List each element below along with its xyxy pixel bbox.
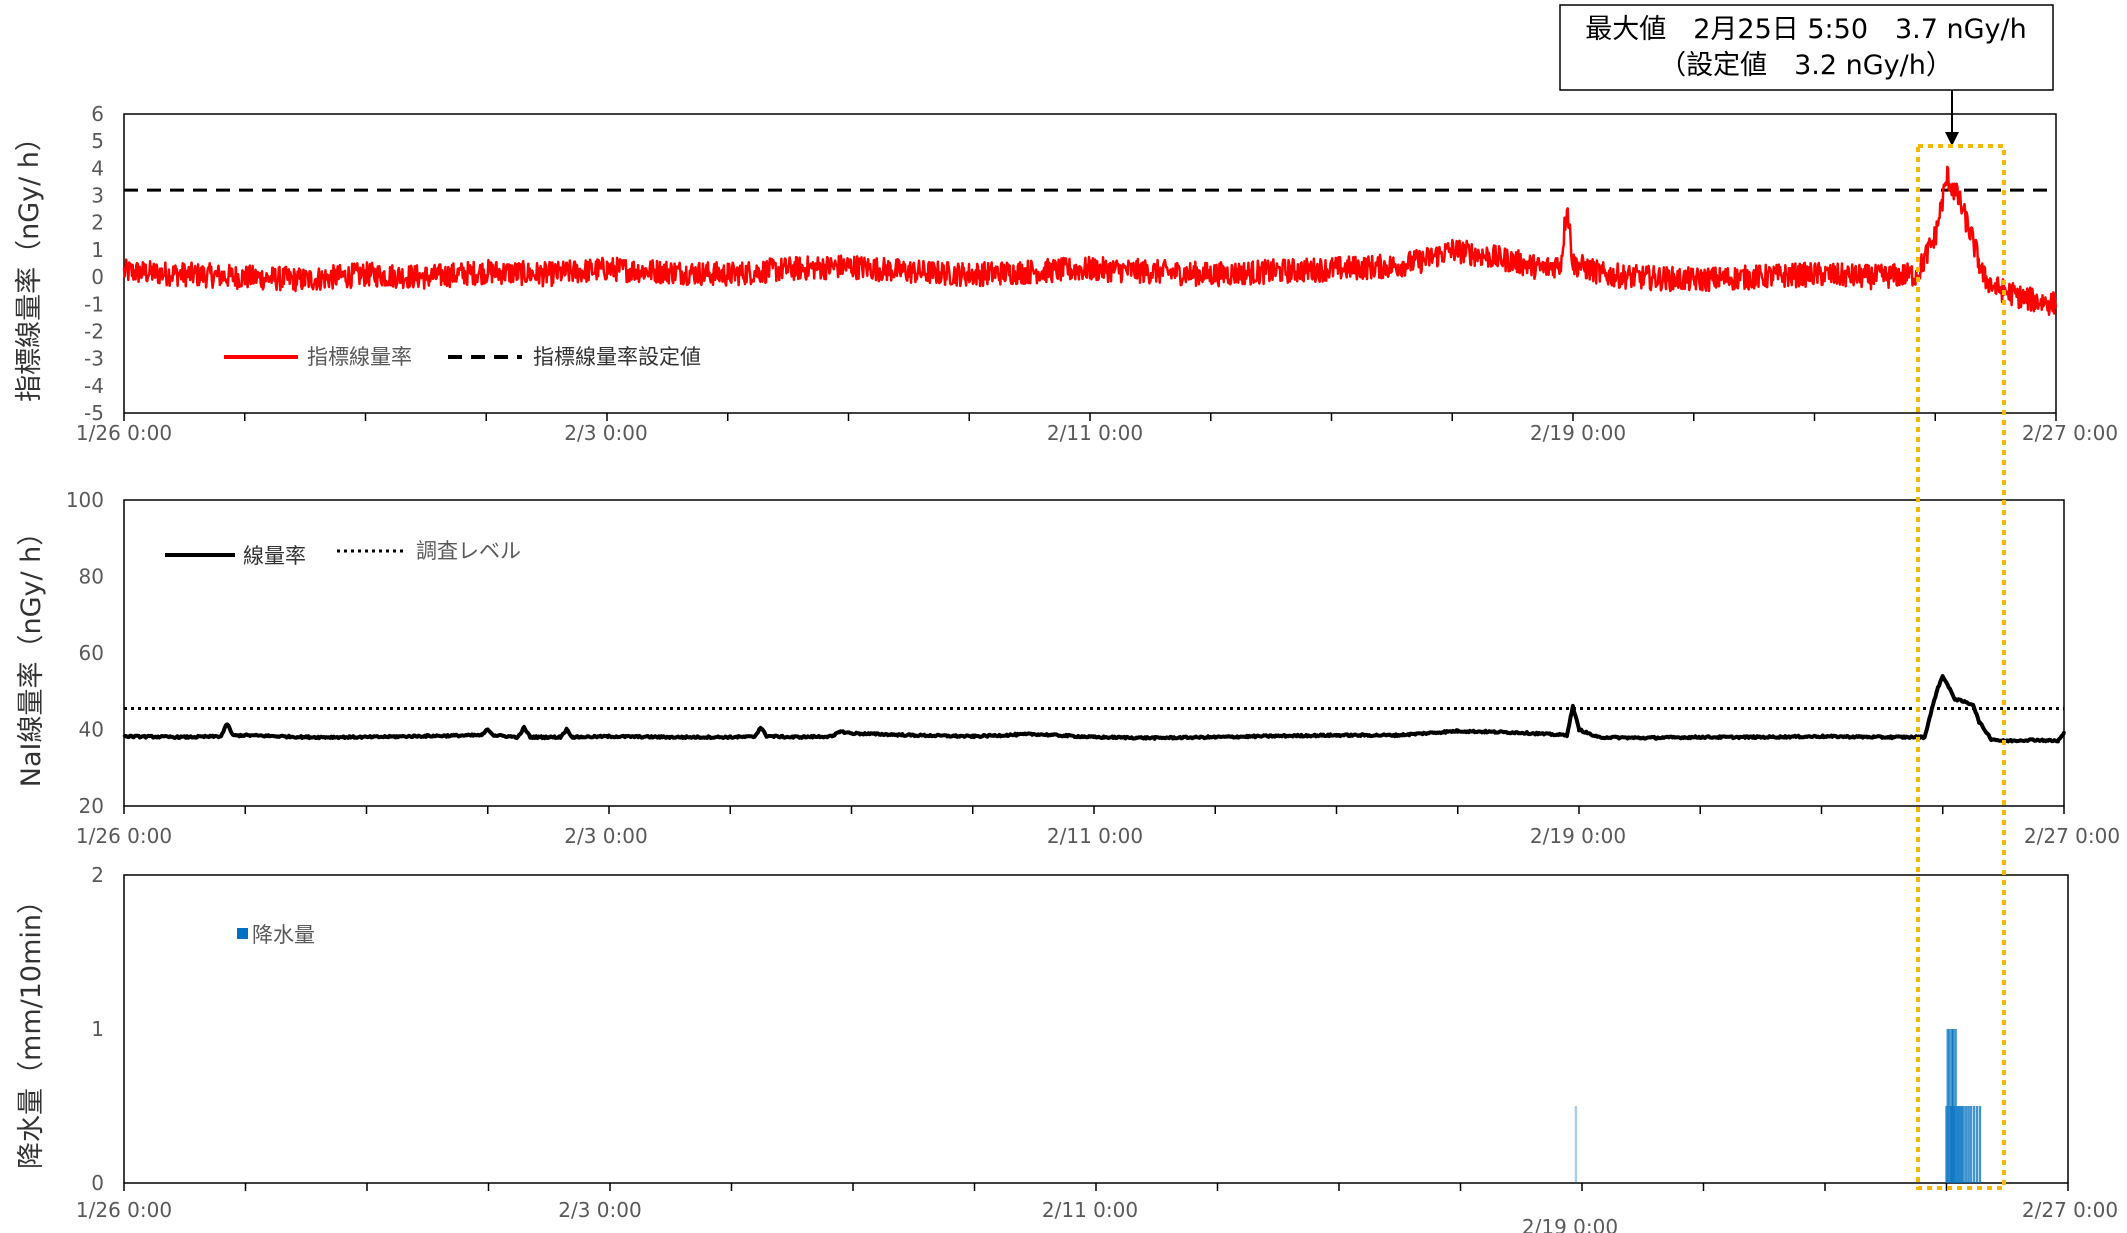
y-tick-label: 4 xyxy=(91,156,104,180)
x-tick-label: 1/26 0:00 xyxy=(76,421,172,445)
y-tick-label: 80 xyxy=(79,565,104,589)
x-tick-label: 1/26 0:00 xyxy=(76,824,172,848)
precipitation-bar xyxy=(1951,1029,1955,1183)
precipitation-bar xyxy=(1948,1029,1951,1183)
legend-label-precipitation: 降水量 xyxy=(252,923,315,947)
nai-rate-panel: 20 40 60 80 100 1/26 0:00 2/3 0:00 2/11 0:00 2/… xyxy=(16,488,2120,848)
legend-label-nai-rate: 線量率 xyxy=(243,544,306,568)
y-tick-label: 1 xyxy=(91,1017,104,1041)
precipitation-panel: 0 1 2 1/26 0:00 2/3 0:00 2/11 0:00 2/19 0:00 2… xyxy=(16,863,2118,1233)
y-tick-label: 0 xyxy=(91,265,104,289)
x-tick-label: 2/19 0:00 xyxy=(1530,421,1626,445)
x-tick-label: 2/19 0:00 xyxy=(1522,1215,1618,1233)
y-axis-title-2: NaI線量率（nGy/ h） xyxy=(16,519,47,788)
precipitation-bar xyxy=(1950,1029,1954,1183)
precipitation-bar xyxy=(1960,1106,1963,1183)
y-tick-label: 100 xyxy=(66,488,104,512)
y-axis-title-3: 降水量（mm/10min） xyxy=(16,887,47,1169)
callout-line-1: 最大値 2月25日 5:50 3.7 nGy/h xyxy=(1585,14,2027,45)
x-tick-label: 2/19 0:00 xyxy=(1530,824,1626,848)
y-tick-label: 60 xyxy=(79,641,104,665)
precipitation-bar xyxy=(1967,1106,1970,1183)
y-tick-label: 2 xyxy=(91,863,104,887)
x-tick-label: 2/3 0:00 xyxy=(558,1198,641,1222)
y-axis-title-1: 指標線量率（nGy/ h） xyxy=(14,124,45,402)
legend-swatch-precipitation xyxy=(237,928,248,939)
y-tick-label: -2 xyxy=(84,319,104,343)
y-tick-label: 3 xyxy=(91,184,104,208)
precipitation-bar xyxy=(1959,1106,1962,1183)
nai-rate-line xyxy=(122,674,2066,744)
precipitation-bar xyxy=(1964,1106,1968,1183)
x-tick-label: 2/27 0:00 xyxy=(2022,1198,2118,1222)
y-tick-label: -4 xyxy=(84,374,104,398)
y-tick-label: 6 xyxy=(91,102,104,126)
y-tick-label: 1 xyxy=(91,238,104,262)
x-tick-label: 2/27 0:00 xyxy=(2024,824,2120,848)
legend-label-setpoint: 指標線量率設定値 xyxy=(533,345,701,369)
legend-label-investigation: 調査レベル xyxy=(416,539,521,563)
y-tick-label: 20 xyxy=(79,794,104,818)
precipitation-bar xyxy=(1969,1106,1972,1183)
precipitation-bar xyxy=(1945,1106,1948,1183)
y-tick-label: 40 xyxy=(79,718,104,742)
callout-box xyxy=(1559,4,2054,91)
precipitation-bar xyxy=(1949,1106,1952,1183)
precipitation-bar xyxy=(1972,1106,1976,1183)
index-rate-line xyxy=(122,165,2058,316)
max-value-callout: 最大値 2月25日 5:50 3.7 nGy/h （設定値 3.2 nGy/h） xyxy=(1559,4,2054,146)
y-tick-label: 0 xyxy=(91,1171,104,1195)
precipitation-bar xyxy=(1956,1106,1959,1183)
x-tick-label: 2/27 0:00 xyxy=(2022,421,2118,445)
plot-area-3 xyxy=(123,874,2069,1184)
precipitation-bar xyxy=(1954,1029,1957,1183)
precipitation-bar xyxy=(1975,1106,1979,1183)
y-tick-label: 5 xyxy=(91,129,104,153)
precipitation-bar xyxy=(1953,1106,1956,1183)
legend-label-index-rate: 指標線量率 xyxy=(307,345,412,369)
index-rate-panel: -5 -4 -3 -2 -1 0 1 2 3 4 5 6 1/26 0:00 2/3 0:00 2/11 … xyxy=(14,102,2118,445)
x-tick-label: 1/26 0:00 xyxy=(76,1198,172,1222)
x-tick-label: 2/11 0:00 xyxy=(1047,824,1143,848)
x-tick-label: 2/11 0:00 xyxy=(1042,1198,1138,1222)
plot-area-2 xyxy=(123,499,2065,807)
x-tick-label: 2/3 0:00 xyxy=(564,421,647,445)
precipitation-bar xyxy=(1962,1106,1965,1183)
y-tick-label: -1 xyxy=(84,292,104,316)
precipitation-bar xyxy=(1957,1106,1960,1183)
y-tick-label: -5 xyxy=(84,401,104,425)
y-tick-label: -3 xyxy=(84,347,104,371)
y-tick-label: 2 xyxy=(91,211,104,235)
callout-arrowhead xyxy=(1945,132,1959,146)
precipitation-bar xyxy=(1946,1029,1949,1183)
highlight-box xyxy=(1916,144,2006,1190)
precipitation-bar xyxy=(1574,1106,1578,1183)
precipitation-bar xyxy=(1978,1106,1982,1183)
callout-line-2: （設定値 3.2 nGy/h） xyxy=(1659,50,1953,81)
x-tick-label: 2/11 0:00 xyxy=(1047,421,1143,445)
x-tick-label: 2/3 0:00 xyxy=(564,824,647,848)
